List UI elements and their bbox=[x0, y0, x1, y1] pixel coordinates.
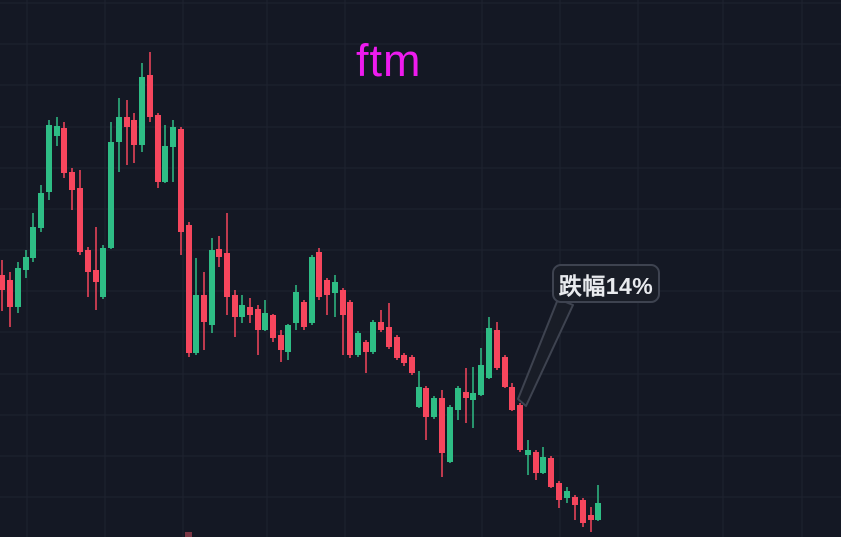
candle-body bbox=[564, 491, 570, 498]
chart-title-label[interactable]: ftm bbox=[356, 35, 422, 86]
candle-body bbox=[255, 309, 261, 330]
candle-wick bbox=[527, 440, 529, 475]
candle-body bbox=[124, 117, 130, 127]
candle-body bbox=[85, 250, 91, 272]
candle-body bbox=[572, 497, 578, 505]
candle-body bbox=[0, 275, 5, 290]
candle-body bbox=[7, 280, 13, 307]
candle-body bbox=[178, 129, 184, 232]
candle-body bbox=[77, 188, 83, 252]
candle-body bbox=[340, 290, 346, 315]
candle-wick bbox=[574, 495, 576, 520]
candle-body bbox=[509, 387, 515, 410]
candle-body bbox=[409, 357, 415, 373]
candle-body bbox=[386, 327, 392, 347]
candle-body bbox=[401, 355, 407, 363]
candle-wick bbox=[388, 303, 390, 349]
candle-body bbox=[162, 146, 168, 182]
candle-body bbox=[262, 313, 268, 330]
candle-body bbox=[502, 357, 508, 387]
candle-body bbox=[455, 388, 461, 410]
candle-body bbox=[355, 333, 361, 355]
candle-body bbox=[416, 387, 422, 407]
candle-body bbox=[100, 248, 106, 297]
candle-body bbox=[447, 407, 453, 462]
candle-body bbox=[209, 250, 215, 325]
candle-body bbox=[270, 315, 276, 338]
candle-body bbox=[486, 328, 492, 378]
candle-body bbox=[239, 305, 245, 317]
candle-body bbox=[556, 483, 562, 500]
candle-body bbox=[216, 249, 222, 257]
candle-body bbox=[470, 393, 476, 400]
candle-body bbox=[540, 457, 546, 473]
candle-body bbox=[478, 365, 484, 395]
volume-bar-stub bbox=[185, 532, 192, 537]
candle-body bbox=[108, 142, 114, 248]
candle-body bbox=[186, 225, 192, 353]
candle-body bbox=[316, 252, 322, 297]
candle-body bbox=[38, 193, 44, 228]
candle-body bbox=[293, 292, 299, 323]
candle-body bbox=[595, 503, 601, 520]
callout-tail bbox=[517, 298, 574, 407]
candle-body bbox=[324, 280, 330, 295]
candle-body bbox=[517, 405, 523, 450]
candle-body bbox=[155, 115, 161, 182]
candle-wick bbox=[126, 100, 128, 165]
candle-body bbox=[193, 295, 199, 353]
candle-body bbox=[69, 172, 75, 190]
candle-body bbox=[309, 257, 315, 323]
candle-body bbox=[378, 322, 384, 330]
callout-bubble[interactable]: 跌幅14% bbox=[552, 264, 660, 303]
candle-body bbox=[170, 127, 176, 147]
candle-body bbox=[247, 307, 253, 315]
candle-body bbox=[533, 452, 539, 473]
candle-body bbox=[54, 126, 60, 136]
candle-body bbox=[580, 500, 586, 523]
candle-wick bbox=[172, 120, 174, 182]
candle-body bbox=[285, 325, 291, 352]
candle-body bbox=[139, 77, 145, 145]
candle-body bbox=[588, 515, 594, 520]
candle-body bbox=[147, 75, 153, 117]
candle-body bbox=[431, 398, 437, 417]
candle-wick bbox=[95, 227, 97, 310]
candle-body bbox=[278, 335, 284, 350]
candle-body bbox=[116, 117, 122, 142]
candle-body bbox=[548, 458, 554, 487]
candle-wick bbox=[342, 288, 344, 355]
candle-body bbox=[232, 295, 238, 317]
candle-body bbox=[46, 125, 52, 192]
candle-body bbox=[394, 337, 400, 358]
candle-body bbox=[201, 295, 207, 322]
candle-wick bbox=[334, 275, 336, 317]
candle-body bbox=[347, 302, 353, 355]
candle-wick bbox=[326, 278, 328, 315]
candle-body bbox=[30, 227, 36, 258]
candle-body bbox=[332, 282, 338, 293]
candle-body bbox=[494, 330, 500, 368]
candle-body bbox=[93, 270, 99, 282]
candle-body bbox=[61, 128, 67, 173]
candle-body bbox=[463, 392, 469, 398]
candle-wick bbox=[365, 340, 367, 373]
candle-body bbox=[363, 342, 369, 352]
candle-body bbox=[131, 120, 137, 145]
candle-body bbox=[423, 388, 429, 417]
candle-body bbox=[439, 398, 445, 453]
candle-wick bbox=[380, 310, 382, 332]
callout-text: 跌幅14% bbox=[558, 272, 654, 299]
candle-body bbox=[15, 268, 21, 307]
candle-body bbox=[525, 450, 531, 455]
candle-body bbox=[301, 302, 307, 327]
candle-body bbox=[224, 253, 230, 297]
candle-body bbox=[23, 257, 29, 270]
candle-body bbox=[370, 322, 376, 352]
